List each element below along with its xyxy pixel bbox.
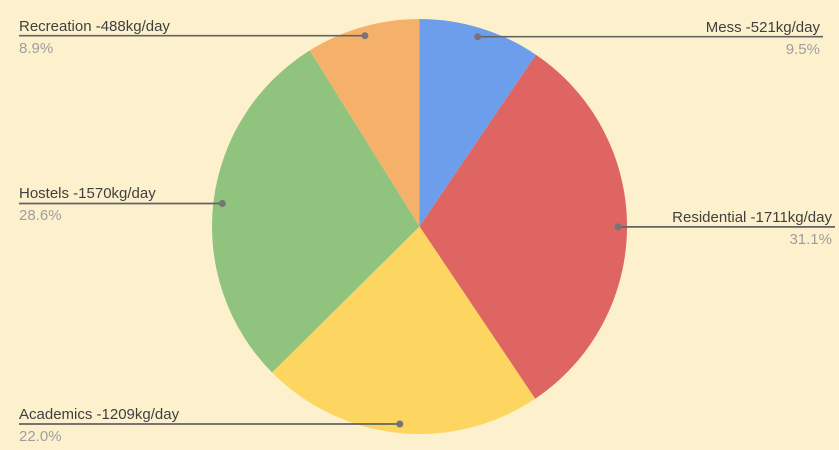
leader-dot-hostels (218, 200, 226, 207)
leader-dot-recreation (361, 32, 369, 40)
pie-slice-hostels[interactable] (212, 50, 420, 373)
pie-slice-residential[interactable] (419, 54, 628, 399)
leader-dot-mess (474, 33, 482, 41)
leader-dot-residential (614, 223, 622, 231)
pie-slice-mess[interactable] (419, 19, 536, 227)
pie-slice-recreation[interactable] (309, 19, 420, 227)
pie-slice-academics[interactable] (272, 226, 536, 434)
leader-dot-academics (396, 420, 404, 428)
